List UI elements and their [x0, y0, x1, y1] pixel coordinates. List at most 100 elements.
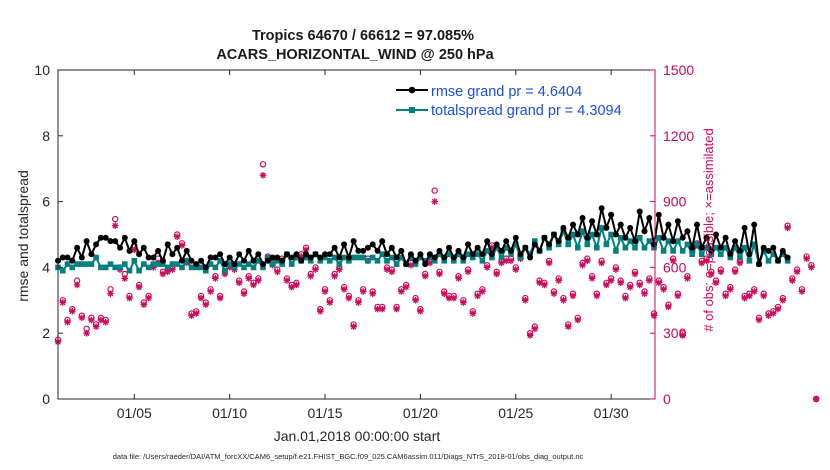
rmse-point — [431, 254, 438, 261]
rmse-point — [393, 254, 400, 261]
rmse-point — [121, 234, 128, 241]
rmse-point — [455, 247, 462, 254]
rmse-point — [322, 251, 328, 258]
obs-assimilated-point — [555, 277, 562, 284]
totalspread-point — [122, 261, 128, 267]
rmse-point — [379, 238, 386, 245]
y-tick-label: 4 — [42, 259, 50, 275]
rmse-point — [460, 254, 467, 261]
obs-assimilated-point — [626, 283, 634, 291]
totalspread-point — [641, 244, 648, 251]
obs-assimilated-point — [345, 294, 353, 302]
totalspread-point — [174, 261, 180, 267]
rmse-point — [274, 254, 281, 261]
rmse-point — [503, 238, 510, 245]
obs-assimilated-point — [803, 255, 810, 262]
rmse-point — [603, 224, 610, 231]
totalspread-point — [365, 258, 371, 264]
totalspread-point — [718, 251, 724, 257]
y-right-tick-label: 1200 — [663, 128, 694, 144]
y-axis-label-left: rmse and totalspread — [15, 170, 31, 302]
legend: rmse grand pr = 4.6404 totalspread grand… — [395, 80, 648, 120]
rmse-point — [112, 238, 119, 245]
obs-assimilated-point — [583, 257, 591, 265]
rmse-point — [765, 247, 772, 254]
totalspread-point — [436, 251, 443, 257]
legend-rmse-marker — [408, 86, 416, 94]
rmse-point — [159, 257, 166, 264]
rmse-point — [760, 244, 767, 251]
obs-assimilated-point — [641, 290, 648, 298]
obs-assimilated-point — [178, 242, 186, 249]
rmse-point — [598, 205, 605, 212]
totalspread-point — [660, 248, 667, 254]
obs-possible-point — [259, 161, 267, 168]
obs-assimilated-point — [722, 292, 729, 300]
totalspread-point — [746, 258, 753, 264]
totalspread-point — [665, 238, 672, 244]
totalspread-point — [193, 264, 200, 271]
rmse-point — [198, 257, 205, 264]
totalspread-point — [307, 258, 314, 264]
rmse-point — [78, 254, 85, 261]
totalspread-point — [670, 248, 676, 254]
obs-assimilated-point — [355, 299, 362, 306]
obs-assimilated-point — [197, 294, 205, 302]
obs-assimilated-point — [331, 272, 338, 280]
obs-assimilated-point — [650, 312, 658, 319]
obs-assimilated-point — [469, 310, 477, 317]
rmse-point — [465, 241, 472, 248]
rmse-point — [436, 247, 443, 254]
rmse-point — [498, 247, 505, 254]
y-tick-label: 10 — [34, 62, 50, 78]
totalspread-point — [617, 235, 624, 241]
rmse-point — [283, 251, 290, 258]
rmse-point — [217, 251, 224, 258]
totalspread-point — [322, 254, 328, 261]
obs-assimilated-point — [340, 286, 348, 293]
rmse-point — [207, 254, 214, 261]
rmse-point — [722, 234, 729, 241]
rmse-point — [565, 234, 572, 241]
y-right-tick-label: 900 — [663, 194, 687, 210]
rmse-point — [751, 221, 758, 228]
rmse-point — [288, 254, 295, 261]
totalspread-point — [336, 261, 343, 267]
totalspread-point — [570, 231, 576, 238]
totalspread-point — [317, 258, 324, 264]
rmse-point — [317, 254, 324, 261]
obs-assimilated-point — [140, 301, 148, 308]
totalspread-point — [713, 244, 719, 251]
rmse-point — [212, 254, 219, 261]
obs-assimilated-point — [598, 259, 605, 267]
totalspread-point — [236, 261, 242, 267]
obs-assimilated-point — [736, 259, 744, 267]
obs-assimilated-point — [288, 283, 295, 291]
obs-assimilated-point — [717, 268, 725, 276]
rmse-point — [717, 244, 724, 251]
obs-assimilated-point — [593, 292, 601, 300]
totalspread-point — [379, 251, 385, 257]
rmse-point — [226, 254, 233, 261]
rmse-point — [593, 231, 600, 238]
rmse-point — [155, 247, 162, 254]
rmse-point — [479, 251, 486, 258]
obs-assimilated-point — [579, 261, 586, 269]
totalspread-point — [145, 264, 152, 271]
totalspread-point — [565, 241, 571, 248]
totalspread-point — [226, 261, 233, 267]
rmse-point — [355, 247, 362, 254]
totalspread-point — [327, 258, 333, 264]
rmse-point — [632, 238, 638, 245]
rmse-point — [145, 254, 152, 261]
totalspread-point — [136, 267, 142, 274]
totalspread-point — [446, 251, 452, 257]
rmse-point — [174, 244, 181, 251]
rmse-point — [179, 257, 185, 264]
rmse-point — [74, 244, 81, 251]
obs-assimilated-point — [526, 332, 534, 339]
x-tick-label: 01/25 — [498, 405, 533, 421]
obs-assimilated-point — [727, 286, 734, 293]
rmse-point — [126, 247, 133, 254]
